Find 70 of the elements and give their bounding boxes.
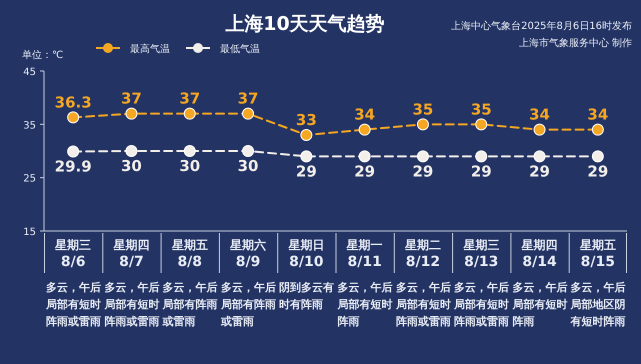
data-label: 36.3 xyxy=(54,93,92,112)
text: 阴到多云有时有阵雨 xyxy=(279,281,334,311)
legend-label: 最高气温 xyxy=(130,43,170,55)
point xyxy=(184,108,196,120)
point xyxy=(416,118,429,130)
x-tick-label: 星期日 8/10 xyxy=(287,238,324,270)
data-label: 29 xyxy=(296,162,317,180)
text: 上海中心气象台2025年8月6日16时发布 xyxy=(451,20,632,32)
data-label: 29 xyxy=(529,162,550,180)
point xyxy=(300,150,312,162)
point xyxy=(358,150,371,162)
point xyxy=(416,150,429,162)
data-label: 30 xyxy=(238,157,258,175)
y-tick-label: 45 xyxy=(23,67,36,78)
text: 多云，午后局部有短时阵雨或雷雨 xyxy=(103,281,160,328)
y-tick-label: 15 xyxy=(23,227,36,238)
data-label: 30 xyxy=(121,157,142,175)
point xyxy=(67,146,80,158)
x-tick-label: 星期四 8/7 xyxy=(112,238,150,270)
point xyxy=(534,150,546,162)
x-tick-label: 星期二 8/12 xyxy=(404,238,441,270)
text: 多云，午后局部有阵雨或雷雨 xyxy=(162,281,218,328)
data-label: 37 xyxy=(179,90,200,108)
point xyxy=(184,145,196,157)
text: 多云，午后局部有短时阵雨或雷雨 xyxy=(453,281,510,328)
data-label: 29.9 xyxy=(54,158,92,176)
data-label: 29 xyxy=(587,162,608,180)
point xyxy=(125,145,138,157)
data-label: 30 xyxy=(179,157,200,175)
x-tick-label: 星期三 8/6 xyxy=(54,238,92,270)
x-tick-label: 星期四 8/14 xyxy=(520,238,558,270)
legend-label: 最低气温 xyxy=(220,43,260,55)
point xyxy=(125,108,138,120)
data-label: 29 xyxy=(354,162,376,180)
text: 多云，午后局部有短时阵雨或雷雨 xyxy=(45,281,101,328)
data-label: 33 xyxy=(296,111,317,129)
text: 多云，午后局部有短时阵雨 xyxy=(336,281,392,328)
text: 多云，午后局部有短时阵雨 xyxy=(511,281,568,328)
data-label: 35 xyxy=(412,100,434,118)
y-tick-label: 35 xyxy=(23,120,36,132)
y-tick-label: 25 xyxy=(23,174,36,185)
point xyxy=(534,124,546,136)
point xyxy=(358,124,371,136)
data-label: 34 xyxy=(529,106,550,124)
point xyxy=(67,111,80,124)
y-axis-title: 单位：℃ xyxy=(22,49,64,61)
data-label: 34 xyxy=(354,106,376,124)
point xyxy=(242,108,254,120)
point xyxy=(300,129,312,141)
point xyxy=(475,118,488,130)
data-label: 37 xyxy=(121,90,142,108)
x-tick-label: 星期五 8/15 xyxy=(578,238,616,270)
text: 多云，午后局部有阵雨或雷雨 xyxy=(220,281,276,328)
data-label: 35 xyxy=(470,100,492,118)
text: 多云，午后局部地区阴有短时阵雨 xyxy=(570,281,626,328)
data-label: 29 xyxy=(470,162,492,180)
data-label: 37 xyxy=(238,90,258,108)
chart-title: 上海10天天气趋势 xyxy=(224,13,385,35)
point xyxy=(592,124,604,136)
x-tick-label: 星期一 8/11 xyxy=(346,238,383,270)
text: 多云，午后局部有短时阵雨或雷雨 xyxy=(394,281,451,328)
data-label: 29 xyxy=(412,162,434,180)
text: 上海市气象服务中心 制作 xyxy=(518,37,632,49)
data-label: 34 xyxy=(587,106,608,124)
point xyxy=(475,150,488,162)
point xyxy=(242,145,254,157)
x-tick-label: 星期五 8/8 xyxy=(170,238,208,270)
x-tick-label: 星期三 8/13 xyxy=(462,238,500,270)
point xyxy=(592,150,604,162)
x-tick-label: 星期六 8/9 xyxy=(229,238,266,270)
